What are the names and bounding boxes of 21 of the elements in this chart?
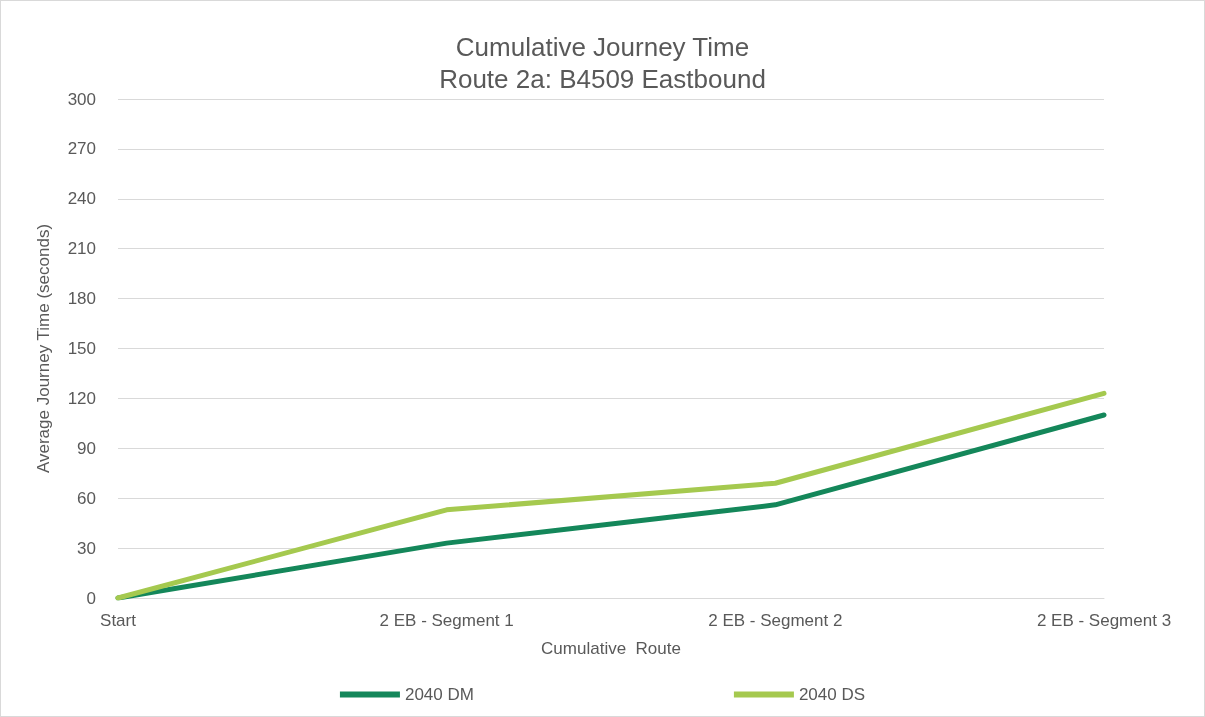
x-tick-label: 2 EB - Segment 2: [708, 611, 843, 630]
x-axis-title: Cumulative Route: [541, 639, 681, 658]
y-tick-label: 120: [67, 388, 96, 408]
legend-label: 2040 DS: [798, 685, 866, 704]
chart-subtitle: Route 2a: B4509 Eastbound: [439, 64, 766, 94]
y-tick-label: 60: [77, 488, 96, 508]
y-tick-label: 180: [67, 289, 96, 309]
y-tick-label: 150: [67, 339, 96, 358]
chart-title: Cumulative Journey Time: [455, 32, 750, 62]
y-tick-label: 30: [77, 538, 96, 558]
y-tick-label: 210: [67, 239, 96, 259]
x-tick-label: Start: [100, 611, 137, 630]
x-tick-label: 2 EB - Segment 3: [1036, 611, 1172, 630]
x-tick-label: 2 EB - Segment 1: [379, 611, 514, 630]
y-tick-label: 270: [67, 139, 96, 159]
legend-label: 2040 DM: [404, 685, 474, 704]
y-tick-label: 0: [86, 588, 96, 608]
y-tick-label: 300: [67, 89, 96, 109]
y-tick-label: 240: [67, 189, 96, 209]
y-axis-title: Average Journey Time (seconds): [34, 223, 53, 474]
y-tick-label: 90: [77, 438, 96, 458]
